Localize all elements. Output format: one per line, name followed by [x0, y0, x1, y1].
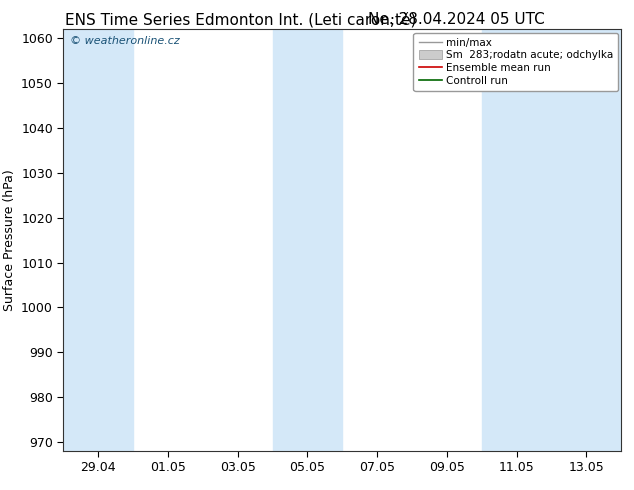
Bar [63, 29, 133, 451]
Y-axis label: Surface Pressure (hPa): Surface Pressure (hPa) [3, 169, 16, 311]
Bar [482, 29, 621, 451]
Text: ENS Time Series Edmonton Int. (Leti caron;tě): ENS Time Series Edmonton Int. (Leti caro… [65, 12, 417, 28]
Text: Ne. 28.04.2024 05 UTC: Ne. 28.04.2024 05 UTC [368, 12, 545, 27]
Legend: min/max, Sm  283;rodatn acute; odchylka, Ensemble mean run, Controll run: min/max, Sm 283;rodatn acute; odchylka, … [413, 32, 618, 91]
Bar [273, 29, 342, 451]
Text: © weatheronline.cz: © weatheronline.cz [70, 36, 180, 46]
